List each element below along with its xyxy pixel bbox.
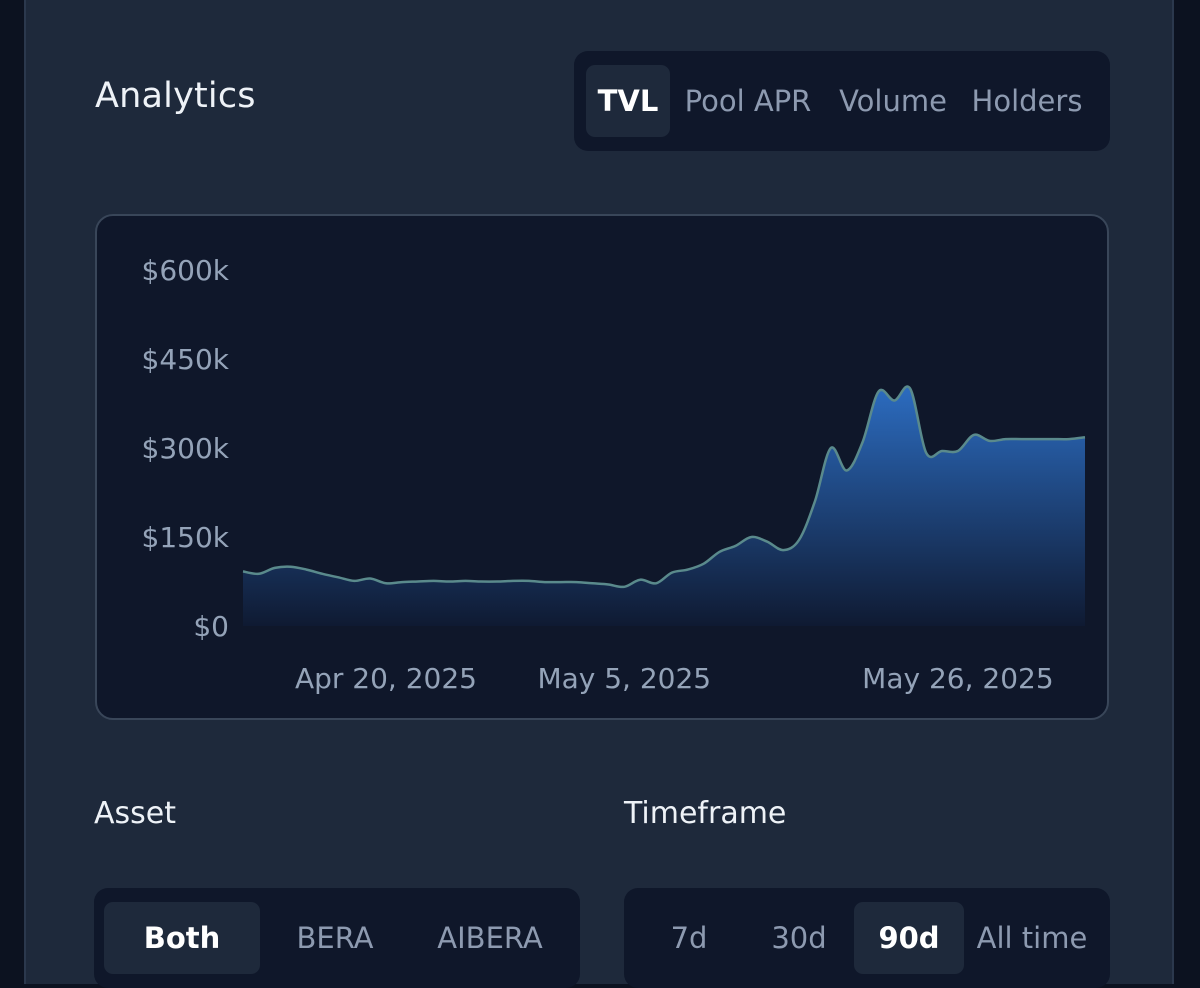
x-tick-label: May 5, 2025 [537, 662, 711, 695]
analytics-panel: Analytics TVL Pool APR Volume Holders $6… [24, 0, 1174, 988]
timeframe-option-90d[interactable]: 90d [854, 902, 964, 974]
asset-option-both[interactable]: Both [104, 902, 260, 974]
tab-tvl[interactable]: TVL [586, 65, 670, 137]
x-axis: Apr 20, 2025 May 5, 2025 May 26, 2025 [295, 662, 1054, 695]
tab-holders[interactable]: Holders [971, 84, 1083, 118]
timeframe-option-all-time[interactable]: All time [976, 921, 1088, 955]
x-tick-label: May 26, 2025 [862, 662, 1053, 695]
asset-option-bera[interactable]: BERA [296, 921, 374, 955]
y-tick-label: $0 [193, 610, 229, 643]
tvl-chart-card: $600k $450k $300k $150k $0 Apr 20, 2025 May 5… [95, 214, 1109, 720]
asset-label: Asset [94, 796, 177, 831]
y-tick-label: $150k [142, 521, 230, 554]
tab-volume[interactable]: Volume [839, 84, 947, 118]
y-tick-label: $450k [142, 343, 230, 376]
page-title: Analytics [95, 76, 256, 116]
x-tick-label: Apr 20, 2025 [295, 662, 477, 695]
timeframe-option-30d[interactable]: 30d [771, 921, 827, 955]
y-tick-label: $300k [142, 432, 230, 465]
tab-pool-apr[interactable]: Pool APR [684, 84, 812, 118]
metric-tabs: TVL Pool APR Volume Holders [574, 51, 1110, 151]
y-tick-label: $600k [142, 254, 230, 287]
timeframe-option-7d[interactable]: 7d [670, 921, 708, 955]
y-axis: $600k $450k $300k $150k $0 [142, 254, 230, 643]
tvl-series-line [242, 385, 1086, 589]
timeframe-selector: 7d 30d 90d All time [624, 888, 1110, 988]
timeframe-label: Timeframe [624, 796, 787, 831]
asset-selector: Both BERA AIBERA [94, 888, 580, 988]
asset-option-aibera[interactable]: AIBERA [437, 921, 543, 955]
tvl-area-fill [243, 386, 1085, 626]
tvl-area-chart: $600k $450k $300k $150k $0 Apr 20, 2025 May 5… [142, 254, 1086, 695]
